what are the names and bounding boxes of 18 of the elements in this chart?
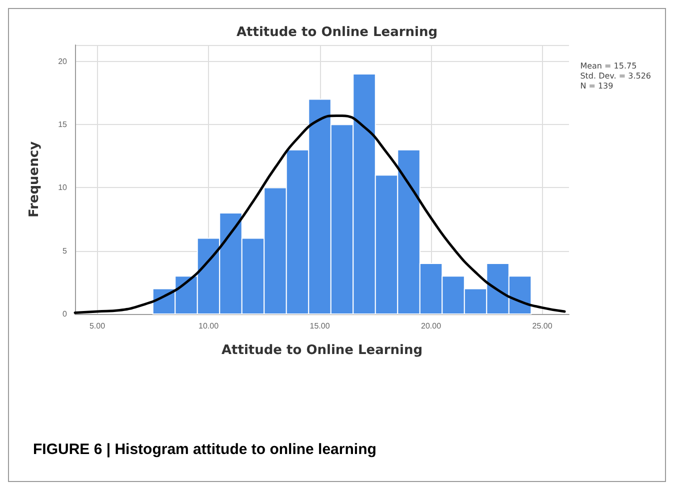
chart-title: Attitude to Online Learning bbox=[236, 25, 438, 40]
text: Mean = 15.75 bbox=[580, 62, 637, 70]
x-tick-label: 20.00 bbox=[421, 322, 442, 330]
y-tick-label: 10 bbox=[58, 183, 68, 192]
x-tick-label: 15.00 bbox=[310, 322, 330, 330]
x-axis-title: Attitude to Online Learning bbox=[221, 343, 423, 358]
y-tick-label: 20 bbox=[58, 56, 68, 66]
text: Std. Dev. = 3.526 bbox=[580, 72, 652, 80]
text: N = 139 bbox=[580, 82, 614, 90]
caption: FIGURE 6 | Histogram attitude to online learning bbox=[33, 441, 376, 458]
line-series bbox=[74, 114, 566, 314]
x-tick-label: 25.00 bbox=[532, 322, 553, 330]
y-axis-title: Frequency bbox=[27, 140, 42, 218]
y-tick-label: 0 bbox=[62, 310, 68, 318]
y-tick-label: 15 bbox=[58, 120, 68, 130]
x-tick-label: 10.00 bbox=[198, 322, 220, 330]
y-tick-label: 5 bbox=[62, 246, 68, 256]
x-tick-label: 5.00 bbox=[89, 322, 106, 330]
